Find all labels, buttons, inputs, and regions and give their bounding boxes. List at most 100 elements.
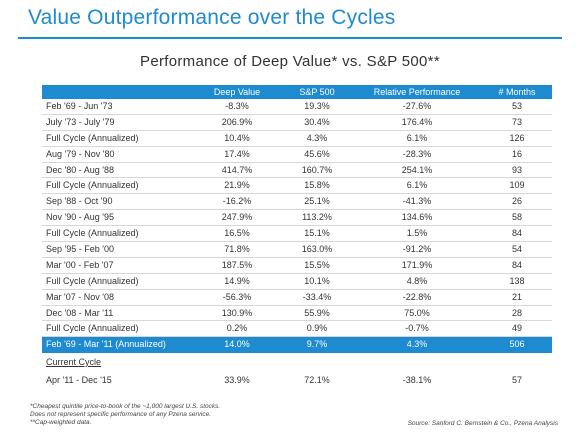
table-row: Mar '00 - Feb '07 187.5% 15.5% 171.9% 84 xyxy=(42,258,552,274)
table-row: Sep '95 - Feb '00 71.8% 163.0% -91.2% 54 xyxy=(42,242,552,258)
header-period xyxy=(42,85,192,99)
cell-period: Feb '69 - Mar '11 (Annualized) xyxy=(46,339,166,350)
cell-sp500: 160.7% xyxy=(301,164,333,175)
cell-relative: 134.6% xyxy=(401,212,433,223)
cell-relative: -41.3% xyxy=(402,196,432,207)
cell-deep-value: 206.9% xyxy=(221,116,253,127)
table-row: Full Cycle (Annualized) 14.9% 10.1% 4.8% 138 xyxy=(42,274,552,290)
cell-relative: 4.8% xyxy=(406,275,428,286)
cell-deep-value: 187.5% xyxy=(221,259,253,270)
cell-deep-value: -16.2% xyxy=(222,196,252,207)
table-body: Feb '69 - Jun '73 -8.3% 19.3% -27.6% 53 July … xyxy=(42,99,552,338)
footnote: Does not represent specific performance … xyxy=(30,411,212,418)
cell-months: 53 xyxy=(511,101,522,111)
cell-relative: -22.8% xyxy=(402,291,432,302)
cell-months: 138 xyxy=(509,275,525,286)
cell-sp500: 72.1% xyxy=(304,375,330,385)
cell-sp500: 30.4% xyxy=(304,116,330,127)
footnote: *Cheapest quintile price-to-book of the … xyxy=(30,403,221,410)
current-cycle-label: Current Cycle xyxy=(46,357,102,367)
cell-period: Full Cycle (Annualized) xyxy=(46,323,139,334)
table-row: Sep '88 - Oct '90 -16.2% 25.1% -41.3% 26 xyxy=(42,194,552,211)
cell-months: 57 xyxy=(511,375,522,385)
cell-months: 126 xyxy=(509,132,525,143)
cell-period: Sep '88 - Oct '90 xyxy=(46,196,113,207)
cell-deep-value: -56.3% xyxy=(222,291,252,302)
cell-relative: 75.0% xyxy=(404,307,430,318)
cell-sp500: 9.7% xyxy=(306,339,328,350)
cell-months: 26 xyxy=(511,196,522,207)
cell-deep-value: 0.2% xyxy=(226,323,248,334)
cell-sp500: 55.9% xyxy=(304,307,330,318)
cell-sp500: 45.6% xyxy=(304,148,330,159)
table-row: July '73 - July '79 206.9% 30.4% 176.4% 73 xyxy=(42,115,552,131)
cell-deep-value: 17.4% xyxy=(224,148,250,159)
cell-period: Sep '95 - Feb '00 xyxy=(46,244,114,255)
summary-row: Feb '69 - Mar '11 (Annualized) 14.0% 9.7… xyxy=(42,337,552,354)
cell-months: 49 xyxy=(511,323,522,334)
cell-deep-value: 71.8% xyxy=(224,244,250,255)
table-row: Full Cycle (Annualized) 0.2% 0.9% -0.7% 49 xyxy=(42,321,552,338)
cell-relative: -0.7% xyxy=(405,323,429,334)
cell-sp500: 4.3% xyxy=(306,132,328,143)
cell-months: 28 xyxy=(511,307,522,318)
cell-sp500: 163.0% xyxy=(301,244,333,255)
cell-sp500: 113.2% xyxy=(302,212,332,223)
cell-months: 84 xyxy=(511,228,522,239)
cell-period: Aug '79 - Nov '80 xyxy=(46,148,115,159)
cell-deep-value: 14.9% xyxy=(224,275,250,286)
cell-months: 58 xyxy=(511,212,522,223)
cell-deep-value: 414.7% xyxy=(221,164,253,175)
cell-relative: 171.9% xyxy=(401,259,433,270)
table-row: Dec '80 - Aug '88 414.7% 160.7% 254.1% 93 xyxy=(42,163,552,179)
cell-period: Apr '11 - Dec '15 xyxy=(46,375,112,385)
table-header: Deep Value S&P 500 Relative Performance … xyxy=(42,85,552,99)
cell-months: 506 xyxy=(509,339,525,350)
cell-months: 73 xyxy=(511,116,522,127)
cell-months: 109 xyxy=(509,180,525,191)
current-cycle-row: Apr '11 - Dec '15 33.9% 72.1% -38.1% 57 xyxy=(42,373,552,387)
cell-relative: -28.3% xyxy=(402,148,432,159)
cell-months: 54 xyxy=(511,244,522,255)
cell-period: Nov '90 - Aug '95 xyxy=(46,212,114,223)
table-row: Feb '69 - Jun '73 -8.3% 19.3% -27.6% 53 xyxy=(42,99,552,115)
cell-period: Full Cycle (Annualized) xyxy=(46,180,139,191)
cell-sp500: 0.9% xyxy=(306,323,328,334)
cell-period: Full Cycle (Annualized) xyxy=(46,132,139,143)
cell-months: 84 xyxy=(511,259,522,270)
cell-sp500: -33.4% xyxy=(302,291,332,302)
cell-sp500: 19.3% xyxy=(304,101,330,111)
cell-period: Feb '69 - Jun '73 xyxy=(46,101,113,111)
cell-relative: 6.1% xyxy=(406,132,428,143)
cell-months: 21 xyxy=(511,291,522,302)
cell-relative: 6.1% xyxy=(406,180,428,191)
header-deep-value: Deep Value xyxy=(213,87,261,97)
cell-relative: 254.1% xyxy=(401,164,433,175)
cell-deep-value: 21.9% xyxy=(224,180,250,191)
cell-deep-value: -8.3% xyxy=(225,101,249,111)
table-row: Full Cycle (Annualized) 21.9% 15.8% 6.1% 109 xyxy=(42,178,552,195)
cell-relative: -27.6% xyxy=(402,101,432,111)
table-row: Full Cycle (Annualized) 16.5% 15.1% 1.5% 84 xyxy=(42,226,552,243)
cell-sp500: 10.1% xyxy=(304,275,330,286)
header-sp500: S&P 500 xyxy=(299,87,335,97)
title-rule xyxy=(18,37,562,39)
cell-deep-value: 247.9% xyxy=(221,212,253,223)
header-relative: Relative Performance xyxy=(373,87,461,97)
cell-deep-value: 33.9% xyxy=(224,375,250,385)
cell-relative: 176.4% xyxy=(401,116,433,127)
cell-period: Dec '08 - Mar '11 xyxy=(46,307,114,318)
cell-period: Full Cycle (Annualized) xyxy=(46,228,139,239)
cell-sp500: 25.1% xyxy=(304,196,330,207)
cell-period: Mar '00 - Feb '07 xyxy=(46,259,114,270)
cell-deep-value: 130.9% xyxy=(221,307,253,318)
cell-sp500: 15.8% xyxy=(304,180,330,191)
cell-deep-value: 10.4% xyxy=(224,132,250,143)
cell-months: 16 xyxy=(511,148,522,159)
cell-relative: 4.3% xyxy=(406,339,428,350)
cell-sp500: 15.5% xyxy=(304,259,330,270)
cell-months: 93 xyxy=(511,164,522,175)
table-row: Aug '79 - Nov '80 17.4% 45.6% -28.3% 16 xyxy=(42,147,552,163)
table-row: Dec '08 - Mar '11 130.9% 55.9% 75.0% 28 xyxy=(42,306,552,322)
cell-deep-value: 14.0% xyxy=(224,339,250,350)
